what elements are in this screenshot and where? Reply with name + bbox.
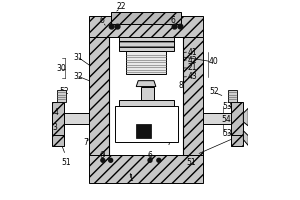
- Bar: [109, 37, 183, 155]
- Text: 51: 51: [61, 158, 71, 167]
- Circle shape: [172, 24, 177, 29]
- Bar: [228, 90, 238, 102]
- Circle shape: [178, 24, 183, 29]
- Bar: [111, 12, 182, 24]
- Text: 30: 30: [57, 64, 66, 73]
- Circle shape: [115, 24, 120, 29]
- Bar: [203, 113, 240, 124]
- Text: 1: 1: [128, 174, 133, 183]
- Text: 31: 31: [74, 53, 83, 62]
- Circle shape: [109, 24, 114, 29]
- Text: 32: 32: [74, 72, 83, 81]
- Polygon shape: [136, 81, 156, 87]
- Bar: [89, 155, 203, 183]
- Text: 53: 53: [223, 129, 232, 138]
- Text: 8: 8: [178, 81, 183, 90]
- Text: 3: 3: [53, 123, 58, 132]
- Text: 41: 41: [187, 48, 197, 57]
- Text: 6: 6: [170, 16, 175, 25]
- Text: 42: 42: [187, 56, 197, 65]
- Bar: [89, 37, 109, 155]
- Bar: [183, 37, 203, 155]
- Text: 6: 6: [99, 151, 104, 160]
- Text: 4: 4: [53, 108, 58, 117]
- Circle shape: [148, 158, 152, 162]
- Text: 22: 22: [117, 2, 126, 11]
- Text: 51: 51: [187, 158, 196, 167]
- Text: 6: 6: [99, 16, 104, 25]
- Bar: [52, 135, 64, 146]
- Bar: [126, 51, 166, 74]
- Text: 52: 52: [60, 87, 69, 96]
- Text: 52: 52: [209, 87, 219, 96]
- Bar: [141, 87, 154, 100]
- Bar: [52, 102, 64, 136]
- Text: 54: 54: [222, 115, 232, 124]
- Text: 53: 53: [223, 102, 232, 111]
- Bar: [89, 16, 203, 37]
- Text: 7: 7: [166, 138, 171, 147]
- Text: 43: 43: [187, 72, 197, 81]
- Bar: [52, 113, 89, 124]
- Text: 40: 40: [209, 57, 219, 66]
- Polygon shape: [243, 131, 248, 146]
- Circle shape: [101, 158, 105, 162]
- Bar: [136, 124, 151, 138]
- Text: 6: 6: [148, 151, 152, 160]
- Circle shape: [109, 158, 113, 162]
- Bar: [57, 90, 67, 102]
- Bar: [118, 100, 174, 106]
- Bar: [231, 135, 243, 146]
- Circle shape: [157, 158, 161, 162]
- Text: 7: 7: [84, 138, 88, 147]
- Text: 21: 21: [187, 63, 197, 72]
- Bar: [118, 37, 174, 51]
- Bar: [115, 106, 178, 142]
- Polygon shape: [243, 108, 248, 126]
- Bar: [231, 102, 243, 136]
